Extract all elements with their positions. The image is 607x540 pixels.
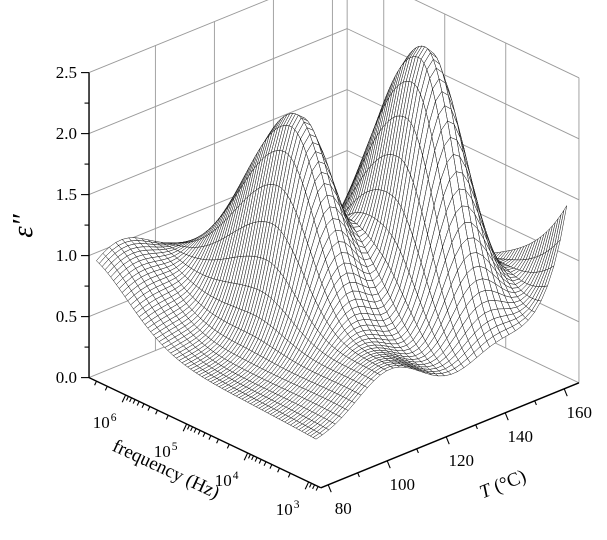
z-axis-title: ε″ <box>7 214 39 238</box>
